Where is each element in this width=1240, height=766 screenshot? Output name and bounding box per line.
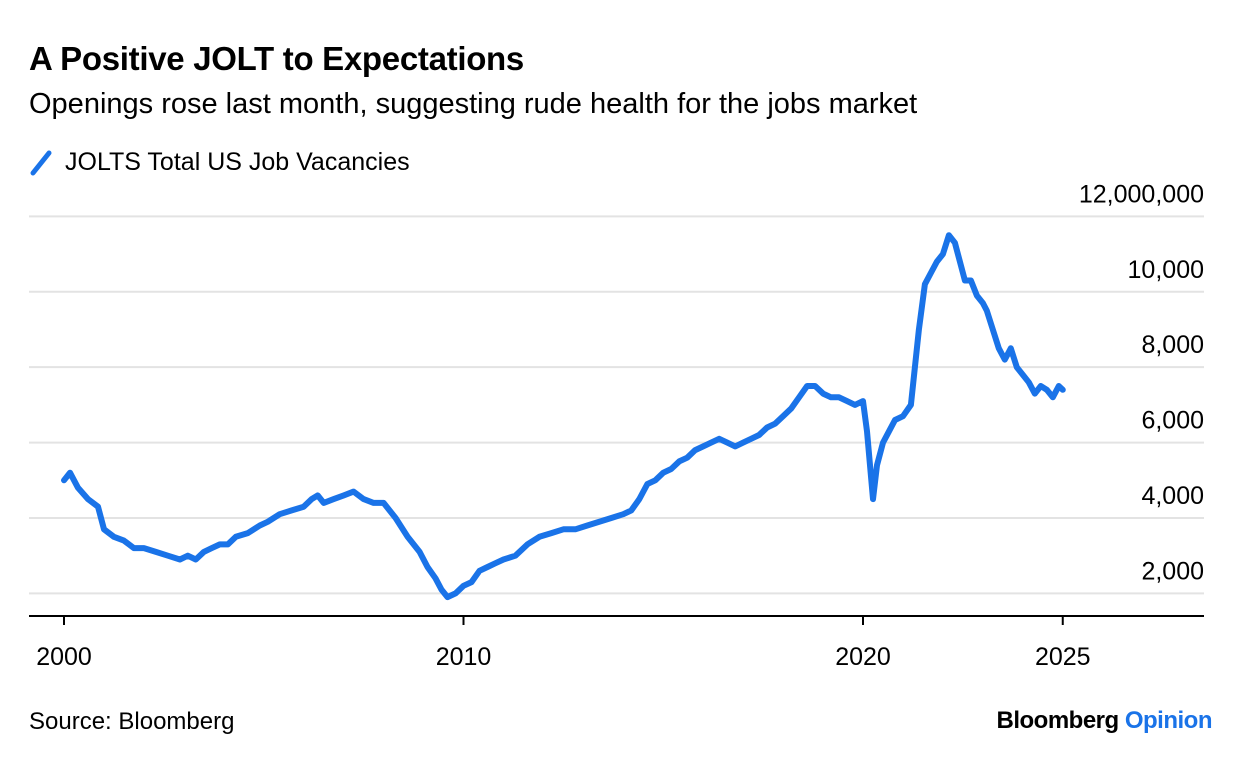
y-tick-label-2: 6,000 xyxy=(1141,407,1204,435)
x-tick-label-0: 2000 xyxy=(36,643,92,671)
legend-swatch-icon xyxy=(30,150,52,175)
brand-primary: Bloomberg xyxy=(996,707,1120,734)
brand-logo: Bloomberg Opinion xyxy=(997,707,1213,735)
brand-secondary: Opinion xyxy=(1124,707,1213,734)
y-tick-label-5: 12,000,000 xyxy=(1079,180,1204,208)
series-line-0 xyxy=(61,232,1066,601)
legend: JOLTS Total US Job Vacancies xyxy=(29,148,410,177)
y-tick-label-0: 2,000 xyxy=(1141,557,1204,585)
source-note: Source: Bloomberg xyxy=(29,708,235,735)
x-tick-label-1: 2010 xyxy=(436,643,492,671)
x-axis xyxy=(29,615,1204,625)
legend-label: JOLTS Total US Job Vacancies xyxy=(65,148,410,176)
x-tick-label-2: 2020 xyxy=(835,643,891,671)
y-tick-label-1: 4,000 xyxy=(1141,482,1204,510)
y-tick-label-3: 8,000 xyxy=(1141,331,1204,359)
chart-title: A Positive JOLT to Expectations xyxy=(29,40,524,77)
series-group xyxy=(61,232,1066,601)
grid-lines xyxy=(29,215,1204,595)
x-axis-tick-labels: 2000 2010 2020 2025 xyxy=(36,643,1090,671)
x-tick-label-3: 2025 xyxy=(1035,643,1091,671)
y-tick-label-4: 10,000 xyxy=(1128,256,1204,284)
chart-subtitle: Openings rose last month, suggesting rud… xyxy=(29,88,918,120)
y-axis-tick-labels: 2,000 4,000 6,000 8,000 10,000 12,000,000 xyxy=(1079,180,1204,585)
